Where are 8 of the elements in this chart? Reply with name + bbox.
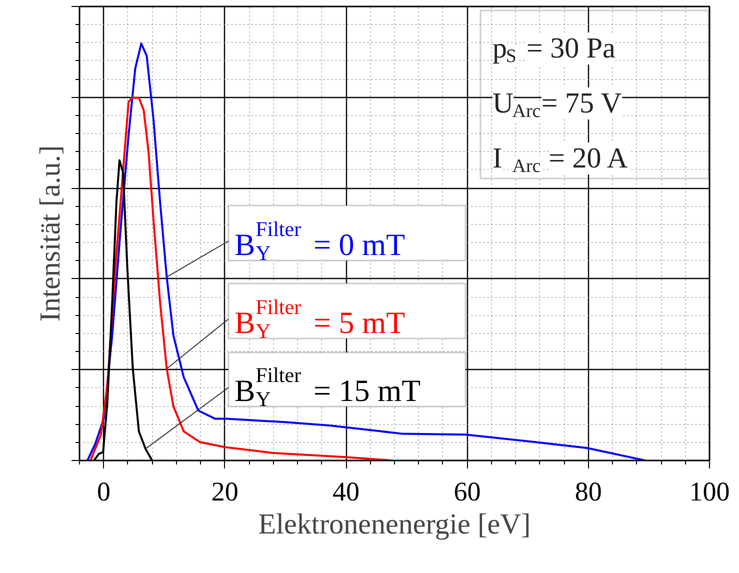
x-tick-label: 20: [211, 476, 238, 506]
x-tick-label: 80: [574, 476, 602, 506]
x-tick-label: 0: [96, 476, 110, 506]
y-axis-title: Intensität [a.u.]: [34, 145, 66, 322]
x-tick-label: 60: [454, 476, 481, 506]
x-tick-label: 40: [332, 476, 360, 506]
x-tick-label: 100: [689, 476, 730, 506]
x-axis-title: Elektronenenergie [eV]: [258, 508, 531, 540]
